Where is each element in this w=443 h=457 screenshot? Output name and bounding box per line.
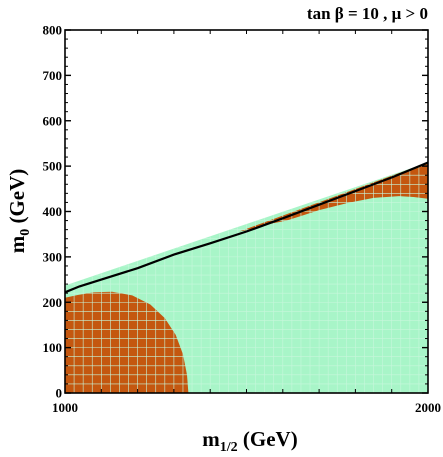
y-axis-title-unit: (GeV) <box>5 169 29 229</box>
y-axis-title-sub: 0 <box>18 229 33 236</box>
grid-layer <box>65 162 428 393</box>
x-tick-label: 1000 <box>52 400 78 415</box>
x-axis-title-main: m <box>202 427 220 451</box>
boundary-line <box>64 161 429 294</box>
excluded-region-2 <box>239 162 428 232</box>
x-axis-title-unit: (GeV) <box>238 427 298 451</box>
x-axis-title: m1/2 (GeV) <box>202 427 297 455</box>
y-tick-label: 100 <box>43 340 63 355</box>
ticks-layer: 0 100 200 300 400 500 600 700 800 1000 2000 <box>43 23 442 416</box>
y-tick-label: 0 <box>56 386 63 401</box>
y-tick-label: 300 <box>43 249 63 264</box>
y-tick-label: 400 <box>43 204 63 219</box>
line-layer <box>64 161 429 294</box>
excluded-region-1 <box>65 291 189 393</box>
y-tick-label: 800 <box>43 23 63 38</box>
y-axis-title-main: m <box>5 235 29 253</box>
y-tick-label: 700 <box>43 68 63 83</box>
x-axis-title-sub: 1/2 <box>220 440 238 455</box>
y-axis-title: m0 (GeV) <box>5 169 33 254</box>
y-tick-label: 600 <box>43 113 63 128</box>
y-tick-label: 500 <box>43 159 63 174</box>
chart-title: tan β = 10 , μ > 0 <box>307 4 428 23</box>
grid-lines <box>65 162 428 393</box>
y-tick-label: 200 <box>43 295 63 310</box>
x-tick-label: 2000 <box>415 400 441 415</box>
